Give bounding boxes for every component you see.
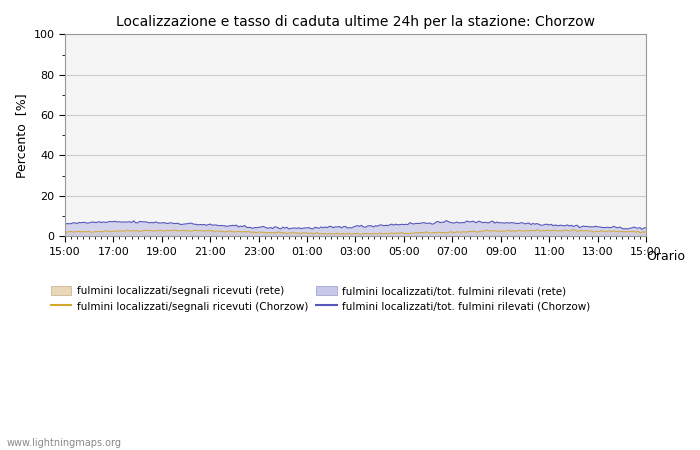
Y-axis label: Percento  [%]: Percento [%] bbox=[15, 93, 28, 178]
Title: Localizzazione e tasso di caduta ultime 24h per la stazione: Chorzow: Localizzazione e tasso di caduta ultime … bbox=[116, 15, 595, 29]
Text: www.lightningmaps.org: www.lightningmaps.org bbox=[7, 438, 122, 448]
Legend: fulmini localizzati/segnali ricevuti (rete), fulmini localizzati/segnali ricevut: fulmini localizzati/segnali ricevuti (re… bbox=[46, 282, 595, 316]
Text: Orario: Orario bbox=[646, 250, 685, 263]
